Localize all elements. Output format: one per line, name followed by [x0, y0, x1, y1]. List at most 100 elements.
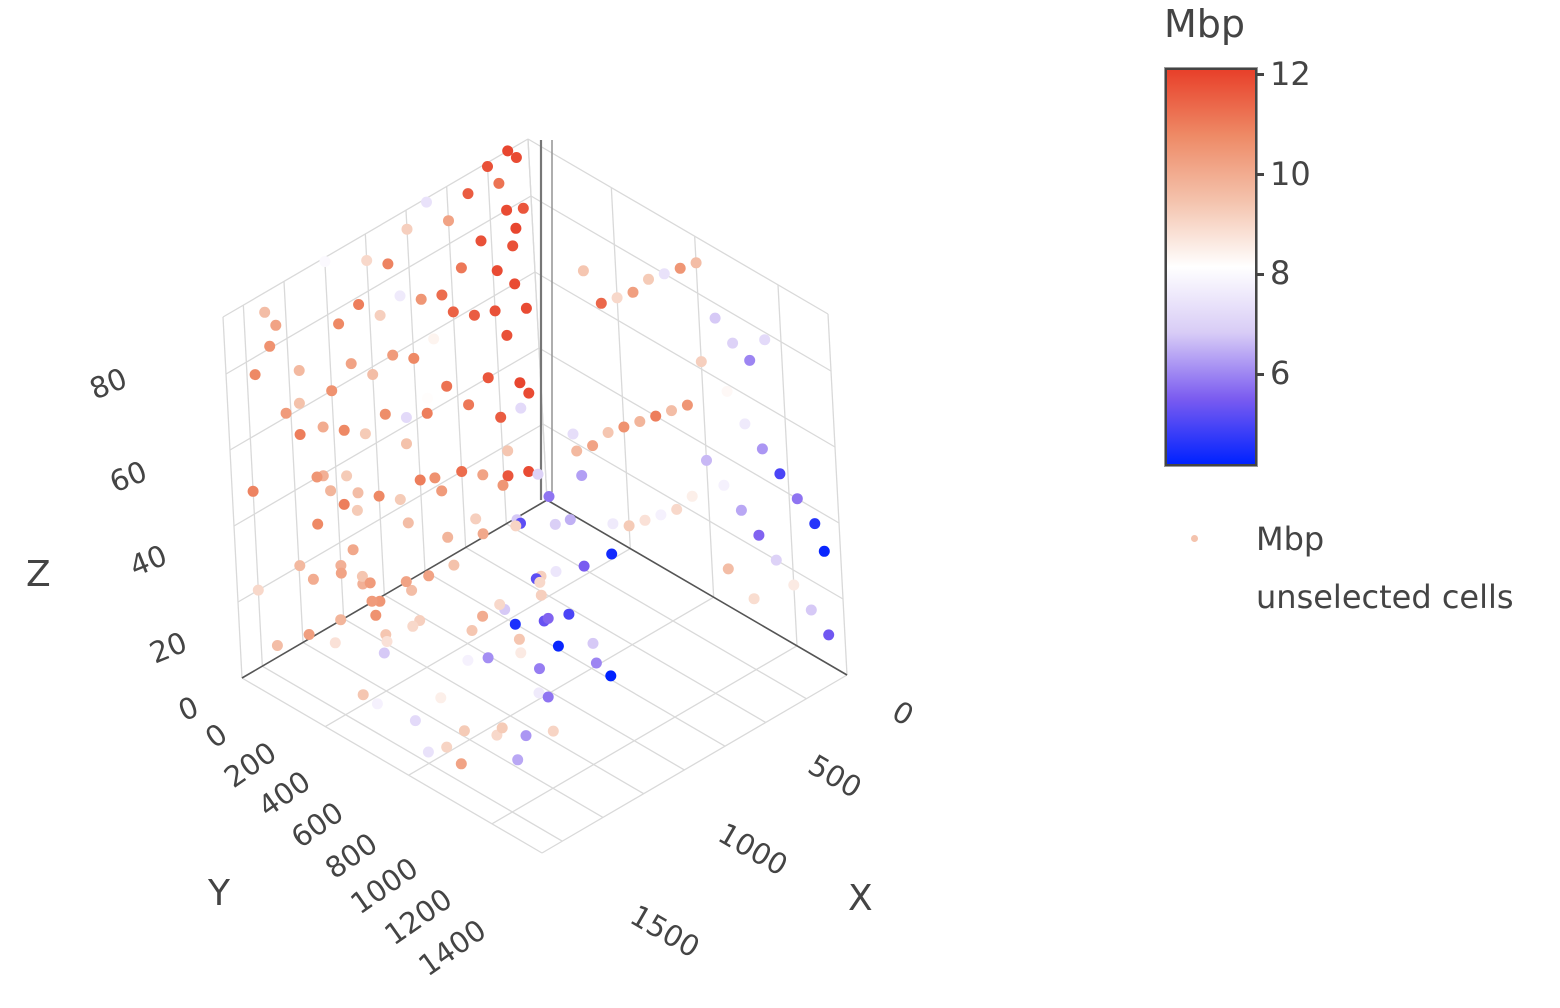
- data-point[interactable]: [462, 188, 474, 200]
- data-point[interactable]: [408, 352, 420, 364]
- data-point[interactable]: [509, 618, 521, 630]
- data-point[interactable]: [618, 421, 630, 433]
- data-point[interactable]: [606, 548, 618, 560]
- data-point[interactable]: [501, 204, 513, 216]
- data-point[interactable]: [567, 428, 579, 440]
- data-point[interactable]: [378, 647, 390, 659]
- data-point[interactable]: [422, 392, 433, 404]
- data-point[interactable]: [338, 498, 350, 510]
- data-point[interactable]: [563, 608, 575, 620]
- data-point[interactable]: [791, 493, 803, 505]
- data-point[interactable]: [577, 265, 589, 277]
- data-point[interactable]: [387, 349, 399, 361]
- data-point[interactable]: [407, 620, 419, 632]
- scatter3d-plot[interactable]: 0204060800200400600800100012001400050010…: [0, 0, 1150, 1008]
- data-point[interactable]: [587, 637, 599, 649]
- data-point[interactable]: [364, 577, 376, 589]
- data-point[interactable]: [435, 692, 447, 704]
- data-point[interactable]: [627, 286, 639, 298]
- data-point[interactable]: [735, 504, 747, 516]
- data-point[interactable]: [447, 306, 459, 318]
- data-point[interactable]: [312, 518, 324, 530]
- data-point[interactable]: [406, 584, 418, 596]
- data-point[interactable]: [658, 268, 670, 280]
- data-point[interactable]: [394, 290, 406, 302]
- data-point[interactable]: [542, 612, 554, 624]
- data-point[interactable]: [367, 369, 379, 380]
- data-point[interactable]: [422, 746, 434, 758]
- data-point[interactable]: [774, 468, 786, 480]
- data-point[interactable]: [501, 329, 513, 341]
- data-point[interactable]: [549, 518, 561, 530]
- data-point[interactable]: [489, 305, 501, 317]
- data-point[interactable]: [494, 599, 506, 610]
- data-point[interactable]: [400, 412, 412, 423]
- data-point[interactable]: [709, 312, 721, 324]
- legend-item-mbp[interactable]: Mbp: [1256, 520, 1325, 558]
- data-point[interactable]: [535, 589, 547, 601]
- data-point[interactable]: [515, 647, 527, 659]
- data-point[interactable]: [509, 278, 521, 290]
- data-point[interactable]: [756, 443, 768, 455]
- data-point[interactable]: [510, 222, 522, 234]
- data-point[interactable]: [666, 405, 677, 417]
- data-point[interactable]: [370, 609, 382, 621]
- data-point[interactable]: [443, 215, 454, 227]
- data-point[interactable]: [423, 570, 435, 582]
- data-point[interactable]: [497, 479, 509, 491]
- data-point[interactable]: [564, 514, 576, 526]
- data-point[interactable]: [602, 427, 614, 438]
- data-point[interactable]: [347, 544, 359, 556]
- data-point[interactable]: [515, 402, 527, 414]
- data-point[interactable]: [523, 387, 535, 399]
- data-point[interactable]: [374, 595, 386, 607]
- data-point[interactable]: [270, 319, 282, 331]
- data-point[interactable]: [534, 663, 545, 675]
- data-point[interactable]: [547, 725, 559, 737]
- data-point[interactable]: [325, 485, 337, 497]
- data-point[interactable]: [578, 560, 590, 572]
- data-point[interactable]: [401, 223, 413, 235]
- data-point[interactable]: [409, 715, 421, 727]
- data-point[interactable]: [441, 741, 453, 753]
- data-point[interactable]: [823, 629, 835, 641]
- data-point[interactable]: [595, 297, 607, 309]
- data-point[interactable]: [639, 514, 651, 526]
- data-point[interactable]: [607, 518, 619, 530]
- data-point[interactable]: [534, 576, 546, 588]
- data-point[interactable]: [753, 529, 765, 541]
- data-point[interactable]: [468, 309, 480, 321]
- data-point[interactable]: [475, 235, 487, 247]
- data-point[interactable]: [502, 445, 514, 457]
- data-point[interactable]: [523, 466, 535, 477]
- data-point[interactable]: [441, 380, 453, 392]
- data-point[interactable]: [502, 145, 514, 157]
- data-point[interactable]: [335, 567, 347, 579]
- data-point[interactable]: [739, 418, 751, 430]
- data-point[interactable]: [643, 273, 654, 285]
- data-point[interactable]: [552, 640, 564, 652]
- data-point[interactable]: [352, 487, 364, 499]
- data-point[interactable]: [542, 691, 554, 703]
- data-point[interactable]: [470, 513, 482, 525]
- data-point[interactable]: [366, 595, 378, 607]
- data-point[interactable]: [293, 365, 305, 376]
- data-point[interactable]: [543, 491, 555, 502]
- data-point[interactable]: [721, 385, 733, 397]
- data-point[interactable]: [335, 614, 347, 626]
- data-point[interactable]: [623, 520, 635, 532]
- data-point[interactable]: [510, 520, 522, 532]
- data-point[interactable]: [293, 397, 305, 409]
- legend-item-unselected-cells[interactable]: unselected cells: [1256, 578, 1514, 616]
- data-point[interactable]: [491, 265, 503, 277]
- data-point[interactable]: [280, 407, 292, 419]
- data-point[interactable]: [517, 202, 529, 214]
- data-point[interactable]: [400, 576, 412, 588]
- data-point[interactable]: [252, 584, 264, 596]
- data-point[interactable]: [264, 340, 276, 352]
- data-point[interactable]: [690, 257, 702, 269]
- data-point[interactable]: [448, 559, 460, 571]
- data-point[interactable]: [462, 654, 474, 666]
- data-point[interactable]: [329, 637, 341, 649]
- data-point[interactable]: [571, 445, 583, 457]
